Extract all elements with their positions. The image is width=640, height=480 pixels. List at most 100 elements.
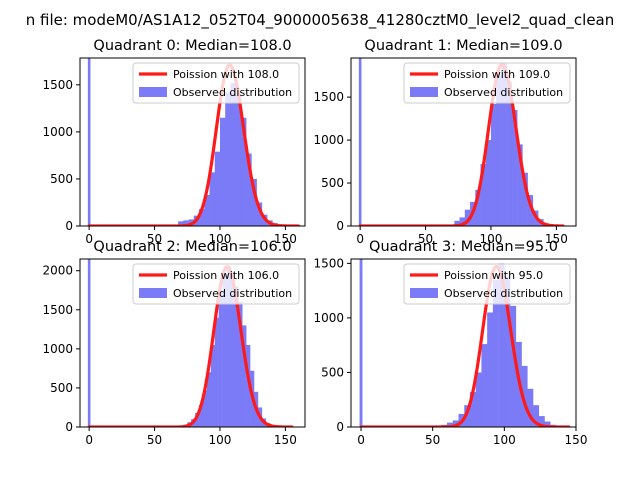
axes-frame	[79, 57, 306, 227]
y-tick-label: 0	[336, 420, 344, 434]
hist-bar	[506, 81, 513, 226]
legend-label: Poission with 108.0	[173, 68, 279, 81]
x-tick-label: 0	[357, 433, 365, 447]
y-tick-label: 2000	[42, 264, 73, 278]
hist-bar	[517, 144, 523, 226]
legend-box	[132, 62, 300, 104]
hist-bar	[209, 172, 216, 226]
hist-bar	[510, 305, 517, 427]
y-tick-label: 1500	[313, 90, 344, 104]
x-tick-label: 100	[480, 232, 503, 246]
hist-bar	[230, 274, 235, 427]
chart-title: Quadrant 0: Median=108.0	[93, 38, 291, 54]
hist-bar	[492, 279, 499, 427]
hist-bar	[459, 217, 466, 226]
hist-bar	[235, 94, 242, 226]
legend: Poission with 108.0 Observed distribution	[132, 62, 300, 104]
hist-bar	[195, 412, 200, 427]
hist-bar	[246, 344, 251, 427]
chart-title: Quadrant 1: Median=109.0	[364, 38, 562, 54]
figure-suptitle: n file: modeM0/AS1A12_052T04_9000005638_…	[26, 11, 615, 30]
hist-bar	[358, 58, 362, 226]
hist-bar	[234, 286, 239, 427]
x-tick-label: 100	[209, 232, 232, 246]
legend: Poission with 109.0 Observed distribution	[403, 62, 571, 104]
hist-bar	[490, 103, 497, 226]
hist-bar	[522, 172, 528, 226]
legend-bar-swatch	[410, 87, 438, 97]
hist-bar	[242, 325, 247, 427]
hist-bar	[230, 82, 236, 226]
hist-bar	[178, 221, 184, 226]
x-tick-label: 0	[85, 433, 93, 447]
x-tick-label: 150	[545, 232, 568, 246]
legend-label: Poission with 109.0	[444, 68, 550, 81]
hist-bar	[199, 209, 205, 226]
hist-bar	[475, 189, 481, 226]
legend-label: Observed distribution	[444, 287, 563, 300]
hist-bar	[202, 390, 208, 427]
hist-bar	[447, 422, 454, 427]
hist-bar	[475, 372, 482, 427]
hist-bar	[498, 263, 505, 427]
plot-area	[359, 259, 571, 427]
legend: Poission with 106.0 Observed distribution	[132, 263, 300, 305]
legend-label: Observed distribution	[173, 86, 292, 99]
poisson-curve-series	[358, 62, 565, 226]
y-tick-label: 500	[50, 172, 73, 186]
axes-frame	[350, 258, 577, 428]
hist-bar	[240, 117, 247, 226]
hist-bar	[226, 266, 231, 427]
x-tick-label: 0	[85, 232, 93, 246]
hist-bar	[544, 421, 551, 427]
chart-title: Quadrant 2: Median=106.0	[93, 239, 291, 255]
hist-bar	[359, 259, 363, 427]
legend-bar-swatch	[410, 288, 438, 298]
legend-label: Observed distribution	[173, 287, 292, 300]
hist-bar	[204, 194, 210, 226]
y-tick-label: 1000	[313, 311, 344, 325]
legend-label: Poission with 106.0	[173, 269, 279, 282]
y-tick-label: 500	[321, 365, 344, 379]
hist-bar	[538, 416, 545, 427]
x-tick-label: 50	[147, 433, 162, 447]
hist-bar	[533, 405, 540, 427]
hist-bar	[487, 312, 494, 427]
hist-bar	[210, 344, 216, 427]
x-tick-label: 50	[425, 433, 440, 447]
hist-bar	[256, 202, 263, 226]
legend-label: Poission with 95.0	[444, 269, 543, 282]
poisson-curve-series	[87, 63, 301, 226]
hist-bar	[87, 58, 91, 226]
hist-bar	[464, 405, 471, 427]
x-tick-label: 50	[418, 232, 433, 246]
hist-bar	[511, 109, 518, 226]
plot-area	[87, 58, 301, 226]
x-tick-label: 150	[565, 433, 588, 447]
y-tick-label: 500	[321, 176, 344, 190]
hist-bar	[222, 274, 227, 427]
chart-title: Quadrant 3: Median=95.0	[369, 239, 558, 255]
hist-bar	[485, 140, 492, 226]
y-tick-label: 0	[65, 219, 73, 233]
legend-box	[403, 62, 571, 104]
hist-bar	[87, 259, 91, 427]
legend-box	[403, 263, 571, 305]
x-tick-label: 0	[356, 232, 364, 246]
plot-area	[358, 58, 565, 226]
hist-bar	[452, 420, 459, 427]
hist-bar	[481, 344, 488, 427]
hist-bar	[218, 290, 223, 427]
hist-bar	[214, 151, 221, 226]
hist-bar	[504, 276, 511, 427]
hist-bar	[206, 372, 212, 427]
hist-bar	[454, 220, 460, 226]
y-tick-label: 1500	[313, 256, 344, 270]
plot-area	[87, 259, 294, 427]
legend-bar-swatch	[139, 288, 167, 298]
poisson-curve-series	[87, 265, 294, 427]
y-tick-label: 1500	[42, 78, 73, 92]
